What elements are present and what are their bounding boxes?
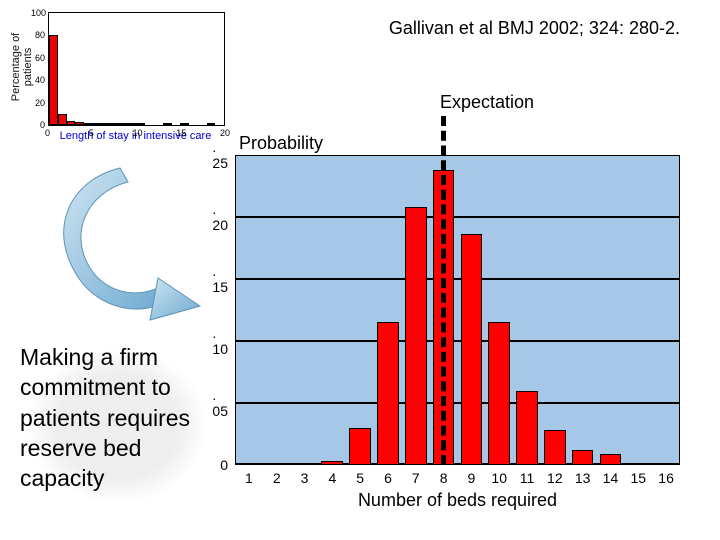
chart-xlabel: Number of beds required	[235, 490, 680, 511]
chart-xtick: 14	[603, 470, 619, 486]
chart-xtick: 15	[630, 470, 646, 486]
swoop-arrow-icon	[50, 160, 210, 330]
chart-xtick: 7	[412, 470, 420, 486]
histogram-ytick: 20	[31, 98, 45, 108]
chart-bar	[349, 428, 371, 465]
histogram-ytick: 100	[31, 8, 45, 18]
chart-bar	[627, 463, 649, 465]
chart-bar	[321, 461, 343, 465]
histogram-xtick: 20	[220, 128, 230, 138]
histogram-bar	[49, 35, 58, 125]
chart-xtick: 4	[328, 470, 336, 486]
expectation-line	[441, 116, 446, 465]
chart-xtick: 11	[520, 470, 535, 486]
chart-gridrow	[235, 155, 680, 217]
chart-bar	[516, 391, 538, 465]
chart-xtick: 12	[547, 470, 563, 486]
histogram-ytick: 0	[31, 120, 45, 130]
chart-xtick: 6	[384, 470, 392, 486]
chart-gridrow	[235, 217, 680, 279]
chart-xtick: 9	[468, 470, 476, 486]
chart-bar	[544, 430, 566, 465]
histogram-bar	[102, 123, 111, 125]
chart-bar	[488, 322, 510, 465]
expectation-label: Expectation	[440, 92, 534, 113]
histogram-plot: 02040608010005101520	[48, 12, 225, 126]
histogram-bar	[75, 122, 84, 125]
histogram-bar	[137, 123, 146, 125]
chart-bar	[377, 322, 399, 465]
commitment-text: Making a firm commitment to patients req…	[20, 336, 215, 500]
chart-xtick: 10	[491, 470, 507, 486]
histogram-bar	[180, 123, 189, 125]
chart-bar	[405, 207, 427, 465]
histogram-ytick: 80	[31, 30, 45, 40]
histogram-bar	[110, 123, 119, 125]
chart-gridrow	[235, 279, 680, 341]
length-of-stay-histogram: Percentage of patients 02040608010005101…	[24, 12, 225, 142]
chart-xtick: 1	[245, 470, 253, 486]
citation-text: Gallivan et al BMJ 2002; 324: 280-2.	[389, 18, 680, 39]
chart-gridrow	[235, 341, 680, 403]
histogram-bar	[163, 123, 172, 125]
histogram-xtick: 0	[45, 128, 50, 138]
chart-bar	[461, 234, 483, 465]
histogram-bar	[119, 123, 128, 125]
chart-ytick: . 20	[212, 201, 235, 233]
chart-xtick: 2	[273, 470, 281, 486]
histogram-bar	[84, 123, 93, 125]
chart-ytick: 0	[220, 457, 235, 473]
chart-ytick: . 10	[212, 325, 235, 357]
chart-ytick: . 25	[212, 139, 235, 171]
chart-xtick: 5	[356, 470, 364, 486]
chart-xtick: 8	[440, 470, 448, 486]
histogram-bar	[58, 114, 67, 125]
histogram-bar	[67, 121, 76, 125]
chart-ytick: . 15	[212, 263, 235, 295]
histogram-xtick: 5	[89, 128, 94, 138]
chart-xtick: 13	[575, 470, 591, 486]
histogram-xtick: 15	[176, 128, 186, 138]
chart-ylabel: Probability	[239, 133, 323, 154]
chart-xtick: 3	[301, 470, 309, 486]
chart-bar	[572, 450, 594, 465]
histogram-bar	[207, 123, 216, 125]
histogram-xtick: 10	[133, 128, 143, 138]
chart-ytick: . 05	[212, 387, 235, 419]
chart-bar	[655, 463, 677, 465]
chart-bar	[600, 454, 622, 465]
beds-required-chart: Probability 0. 05. 10. 15. 20. 251234567…	[235, 155, 680, 465]
histogram-ytick: 40	[31, 75, 45, 85]
histogram-ytick: 60	[31, 53, 45, 63]
histogram-bar	[93, 123, 102, 125]
chart-plot: 0. 05. 10. 15. 20. 251234567891011121314…	[235, 155, 680, 465]
histogram-bar	[128, 123, 137, 125]
chart-xtick: 16	[658, 470, 674, 486]
